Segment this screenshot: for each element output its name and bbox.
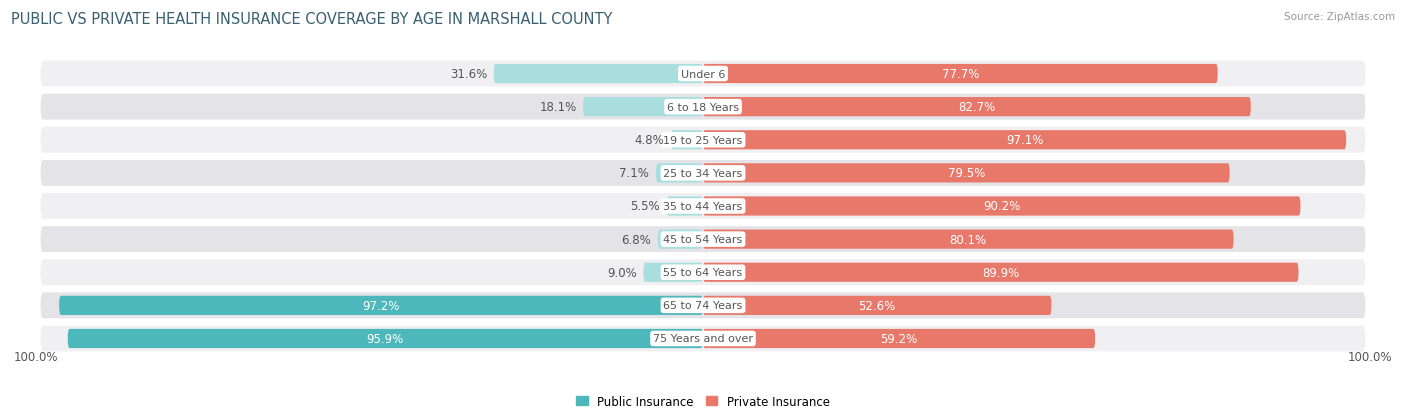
Text: 5.5%: 5.5% [630, 200, 659, 213]
FancyBboxPatch shape [41, 161, 1365, 186]
FancyBboxPatch shape [41, 227, 1365, 252]
FancyBboxPatch shape [703, 230, 1233, 249]
Text: 97.2%: 97.2% [363, 299, 399, 312]
FancyBboxPatch shape [41, 293, 1365, 318]
FancyBboxPatch shape [666, 197, 703, 216]
Text: 75 Years and over: 75 Years and over [652, 334, 754, 344]
FancyBboxPatch shape [41, 194, 1365, 219]
Text: 90.2%: 90.2% [983, 200, 1021, 213]
FancyBboxPatch shape [644, 263, 703, 282]
FancyBboxPatch shape [703, 164, 1230, 183]
Text: 35 to 44 Years: 35 to 44 Years [664, 202, 742, 211]
Text: 100.0%: 100.0% [14, 350, 59, 363]
FancyBboxPatch shape [703, 131, 1346, 150]
Text: Under 6: Under 6 [681, 69, 725, 79]
FancyBboxPatch shape [41, 260, 1365, 285]
Text: 6 to 18 Years: 6 to 18 Years [666, 102, 740, 112]
Text: PUBLIC VS PRIVATE HEALTH INSURANCE COVERAGE BY AGE IN MARSHALL COUNTY: PUBLIC VS PRIVATE HEALTH INSURANCE COVER… [11, 12, 613, 27]
Text: 31.6%: 31.6% [450, 68, 486, 81]
Text: 80.1%: 80.1% [949, 233, 987, 246]
FancyBboxPatch shape [703, 263, 1299, 282]
FancyBboxPatch shape [703, 197, 1301, 216]
Text: 89.9%: 89.9% [983, 266, 1019, 279]
Text: 6.8%: 6.8% [621, 233, 651, 246]
FancyBboxPatch shape [703, 65, 1218, 84]
FancyBboxPatch shape [657, 164, 703, 183]
Text: 4.8%: 4.8% [636, 134, 665, 147]
Text: 52.6%: 52.6% [859, 299, 896, 312]
Text: 59.2%: 59.2% [880, 332, 918, 345]
Legend: Public Insurance, Private Insurance: Public Insurance, Private Insurance [576, 395, 830, 408]
Text: Source: ZipAtlas.com: Source: ZipAtlas.com [1284, 12, 1395, 22]
FancyBboxPatch shape [703, 98, 1251, 117]
FancyBboxPatch shape [41, 326, 1365, 351]
FancyBboxPatch shape [494, 65, 703, 84]
FancyBboxPatch shape [41, 128, 1365, 153]
Text: 18.1%: 18.1% [540, 101, 576, 114]
Text: 25 to 34 Years: 25 to 34 Years [664, 169, 742, 178]
Text: 9.0%: 9.0% [607, 266, 637, 279]
FancyBboxPatch shape [658, 230, 703, 249]
FancyBboxPatch shape [41, 95, 1365, 120]
Text: 45 to 54 Years: 45 to 54 Years [664, 235, 742, 244]
Text: 97.1%: 97.1% [1005, 134, 1043, 147]
FancyBboxPatch shape [41, 62, 1365, 87]
Text: 77.7%: 77.7% [942, 68, 979, 81]
FancyBboxPatch shape [583, 98, 703, 117]
Text: 79.5%: 79.5% [948, 167, 986, 180]
Text: 7.1%: 7.1% [620, 167, 650, 180]
FancyBboxPatch shape [67, 329, 703, 348]
FancyBboxPatch shape [671, 131, 703, 150]
FancyBboxPatch shape [59, 296, 703, 315]
Text: 65 to 74 Years: 65 to 74 Years [664, 301, 742, 311]
Text: 55 to 64 Years: 55 to 64 Years [664, 268, 742, 278]
Text: 82.7%: 82.7% [959, 101, 995, 114]
Text: 100.0%: 100.0% [1347, 350, 1392, 363]
FancyBboxPatch shape [703, 329, 1095, 348]
Text: 19 to 25 Years: 19 to 25 Years [664, 135, 742, 145]
FancyBboxPatch shape [703, 296, 1052, 315]
Text: 95.9%: 95.9% [367, 332, 404, 345]
